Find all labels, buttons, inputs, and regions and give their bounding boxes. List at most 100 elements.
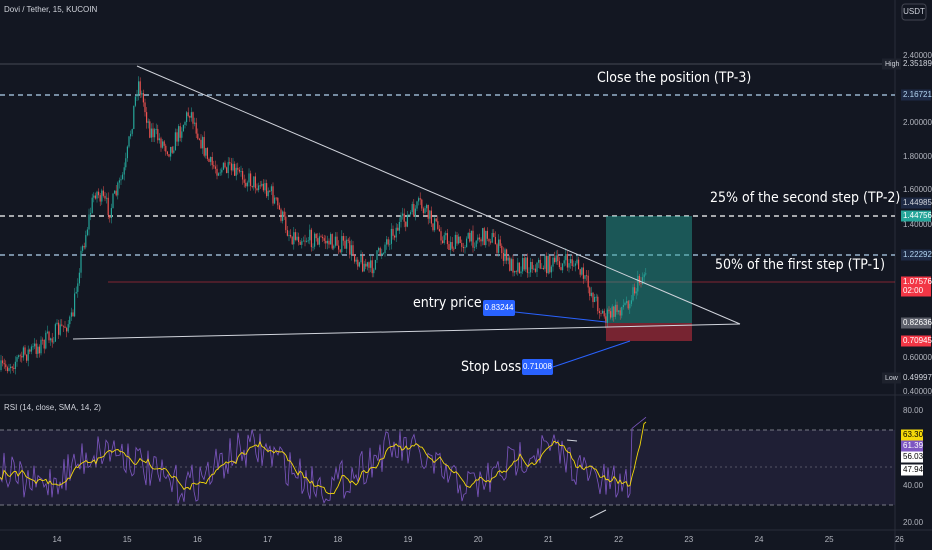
candle-body [346,239,348,249]
candle-body [635,291,637,294]
candle-body [144,102,146,113]
candle-body [414,208,416,217]
candle-body [224,162,226,168]
candle-body [142,93,144,103]
candle-body [552,257,554,267]
candle-body [77,283,79,292]
candle-body [509,257,511,271]
price-tag-value: 1.22292 [903,250,932,259]
candle-body [326,240,328,244]
time-label: 21 [544,535,553,544]
candle-body [67,324,69,332]
candle-body [424,208,426,214]
candle-body [605,316,607,323]
price-tag-label-box [882,58,901,70]
candle-body [154,129,156,138]
candle-body [570,259,572,264]
currency[interactable]: USDT [903,7,925,16]
candle-body [238,169,240,172]
price-tag-value: 2.35189 [903,59,932,68]
candle-body [534,268,536,272]
candle-body [229,162,231,164]
candle-body [491,233,493,243]
candle-body [59,324,61,335]
candle-body [98,191,100,196]
candle-body [240,171,242,172]
candle-body [162,141,164,148]
candle-body [490,241,492,243]
candle-body [418,198,420,202]
candle-body [530,261,532,273]
profit-zone [606,216,692,323]
candle-body [168,154,170,157]
price-tag-value: 1.07576 [903,277,932,286]
candle-body [386,239,388,245]
candle-body [90,212,92,215]
candle-body [318,236,320,245]
candle-body [160,138,162,148]
candle-body [398,221,400,231]
candle-body [173,150,175,153]
candle-body [248,173,250,183]
candle-body [245,182,247,187]
candle-body [616,304,618,312]
candle-body [286,230,288,236]
candle-body [283,211,285,217]
candle-body [523,258,525,270]
price-tag-value: 0.70945 [903,336,932,345]
candle-body [163,141,165,146]
candle-body [285,216,287,231]
candle-body [515,271,517,272]
candle-body [442,240,444,244]
candle-body [360,255,362,263]
candle-body [123,167,125,175]
price-tag-value: 0.82636 [903,318,932,327]
candle-body [27,349,29,361]
candle-body [642,277,644,284]
candle-body [597,296,599,312]
price-tag-value: 0.49997 [903,373,932,382]
candle-body [378,248,380,251]
candle-body [309,229,311,241]
candle-body [139,81,141,95]
candle-body [254,176,256,189]
rsi-line [0,416,647,504]
candle-body [272,186,274,204]
candle-body [389,243,391,245]
candle-body [547,255,549,274]
candle-body [261,183,263,186]
candle-body [459,236,461,243]
candle-body [514,271,516,273]
currency-box[interactable] [901,3,927,21]
candle-body [269,190,271,192]
time-label: 22 [614,535,623,544]
candle-body [186,112,188,123]
candle-body [80,250,82,273]
candle-body [387,239,389,245]
rsi-title: RSI (14, close, SMA, 14, 2) [4,403,101,412]
candle-body [56,322,58,325]
candle-body [624,302,626,306]
candle-body [314,233,316,247]
candle-body [149,121,151,138]
candle-body [549,255,551,273]
price-tag [901,317,931,329]
candle-body [264,183,266,191]
candle-body [528,272,530,274]
candle-body [626,301,628,303]
candle-body [237,167,239,170]
candle-body [499,239,501,246]
candle-body [317,238,319,245]
candle-body [349,240,351,255]
candle-body [54,324,56,342]
candle-body [299,242,301,245]
candle-body [211,156,213,166]
candle-body [158,138,160,141]
candle-body [365,263,367,267]
candle-body [595,296,597,298]
candle-body [189,115,191,118]
candle-body [125,158,127,168]
time-label: 20 [474,535,483,544]
